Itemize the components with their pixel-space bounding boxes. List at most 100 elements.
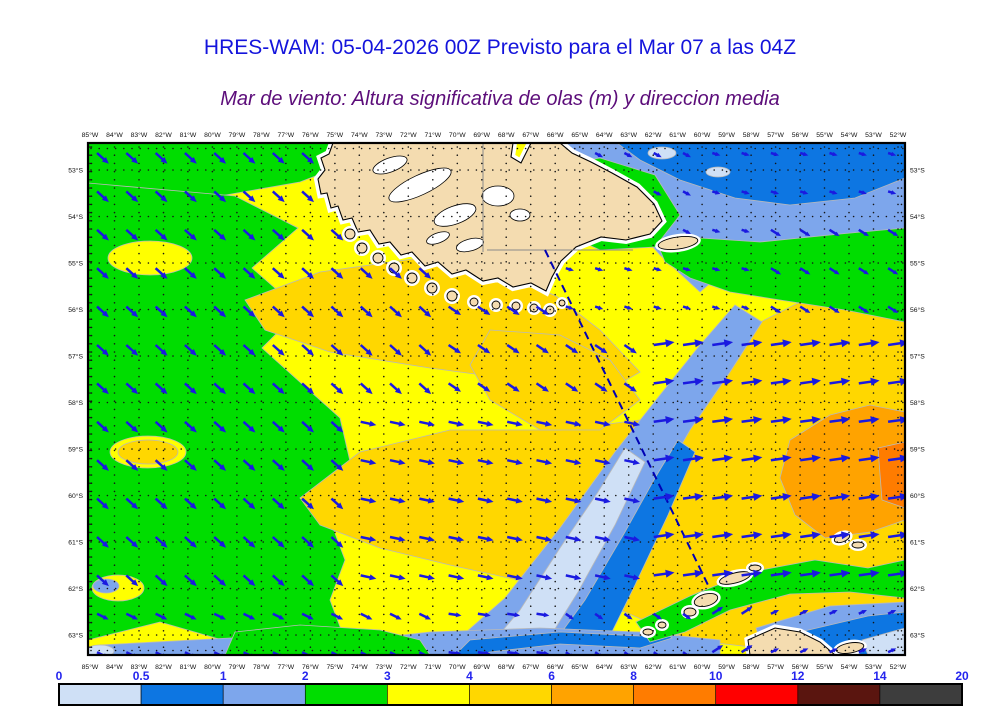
arrow-shaft xyxy=(96,382,106,392)
arrow-head xyxy=(542,309,549,315)
arrow-shaft xyxy=(477,612,487,617)
island xyxy=(683,607,697,617)
arrow-shaft xyxy=(887,572,902,577)
arrow-shaft xyxy=(858,495,873,500)
arrow-head xyxy=(131,195,139,203)
arrow-head xyxy=(457,535,465,542)
arrow-shaft xyxy=(477,574,489,579)
arrow-shaft xyxy=(389,535,401,541)
lon-tick-label-bottom: 73°W xyxy=(375,663,392,671)
lon-tick-label-bottom: 85°W xyxy=(82,663,99,671)
arrow-head xyxy=(306,464,314,471)
arrow-shaft xyxy=(154,497,165,507)
arrow-shaft xyxy=(125,267,135,277)
arrow-shaft xyxy=(623,382,634,390)
arrow-head xyxy=(454,385,462,392)
colorbar-tick-label: 6 xyxy=(548,669,555,683)
arrow-shaft xyxy=(184,152,194,161)
sea-2-3m-right xyxy=(659,227,905,323)
arrow-head xyxy=(160,425,168,433)
arrow-head xyxy=(219,614,226,620)
arrow-shaft xyxy=(858,267,867,274)
lat-tick-label-left: 61°S xyxy=(68,538,83,546)
arrow-shaft xyxy=(242,344,252,353)
arrow-shaft xyxy=(242,536,252,545)
arrow-head xyxy=(632,574,641,581)
arrow-shaft xyxy=(506,343,516,352)
arrow-head xyxy=(337,614,344,620)
arrow-head xyxy=(306,195,314,203)
arrow-head xyxy=(395,614,402,620)
arrow-head xyxy=(219,502,227,510)
arrow-head xyxy=(841,454,851,463)
lat-tick-label-right: 53°S xyxy=(910,166,925,174)
lon-tick-label-top: 67°W xyxy=(522,131,539,139)
lat-tick-label-right: 56°S xyxy=(910,306,925,314)
lon-tick-label-bottom: 63°W xyxy=(620,663,637,671)
arrow-shaft xyxy=(799,305,808,312)
arrow-shaft xyxy=(711,646,721,654)
arrow-shaft xyxy=(184,574,194,584)
arrow-head xyxy=(485,612,491,618)
arrow-head xyxy=(336,425,344,433)
arrow-shaft xyxy=(242,574,252,584)
arrow-shaft xyxy=(507,612,516,617)
fjord-inlet xyxy=(433,203,477,227)
arrow-shaft xyxy=(242,305,252,315)
arrow-shaft xyxy=(741,380,755,385)
arrow-shaft xyxy=(359,305,370,315)
arrow-head xyxy=(832,190,838,195)
arrow-head xyxy=(424,614,431,620)
arrow-head xyxy=(744,228,750,233)
arrow-head xyxy=(512,385,520,392)
arrow-head xyxy=(336,272,344,279)
arrow-head xyxy=(277,579,285,587)
arrow-shaft xyxy=(418,305,428,315)
arrow-head xyxy=(568,267,574,272)
arrow-head xyxy=(656,267,662,272)
arrow-shaft xyxy=(213,574,223,584)
arrow-head xyxy=(811,377,821,386)
arrow-head xyxy=(717,645,724,651)
arrow-head xyxy=(101,502,109,510)
lon-tick-label-bottom: 76°W xyxy=(302,663,319,671)
arrow-head xyxy=(603,459,611,466)
arrow-head xyxy=(753,531,763,540)
arrow-head xyxy=(424,348,432,356)
arrow-shaft xyxy=(213,152,223,161)
arrow-shaft xyxy=(330,382,340,392)
arrow-head xyxy=(656,614,662,620)
arrow-shaft xyxy=(741,457,755,462)
arrow-shaft xyxy=(712,418,726,424)
arrow-head xyxy=(486,535,494,542)
arrow-head xyxy=(597,267,604,272)
arrow-head xyxy=(861,648,867,653)
arrow-shaft xyxy=(271,459,282,469)
arrow-shaft xyxy=(184,497,194,507)
arrow-shaft xyxy=(800,380,814,385)
arrow-head xyxy=(863,269,869,275)
arrow-head xyxy=(841,531,851,540)
sea-0-0p5m-corner xyxy=(88,644,115,655)
arrow-head xyxy=(723,492,734,501)
arrow-head xyxy=(101,233,109,241)
arrow-shaft xyxy=(301,382,311,392)
arrow-head xyxy=(248,348,256,356)
colorbar-tick-label: 10 xyxy=(709,669,723,683)
lon-tick-label-bottom: 67°W xyxy=(522,663,539,671)
arrow-head xyxy=(804,231,811,237)
lon-tick-label-bottom: 55°W xyxy=(816,663,833,671)
arrow-head xyxy=(189,156,197,164)
lon-tick-label-bottom: 79°W xyxy=(229,663,246,671)
arrow-head xyxy=(861,609,867,615)
arrow-shaft xyxy=(125,305,135,315)
colorbar-segment xyxy=(222,683,306,706)
arrow-head xyxy=(600,347,608,354)
island xyxy=(356,242,368,254)
sea-0-0p5m-spot xyxy=(705,166,731,178)
arrow-head xyxy=(512,347,520,354)
arrow-head xyxy=(101,195,109,203)
arrow-shaft xyxy=(360,497,372,502)
arrow-head xyxy=(870,492,880,501)
arrow-head xyxy=(457,420,465,427)
